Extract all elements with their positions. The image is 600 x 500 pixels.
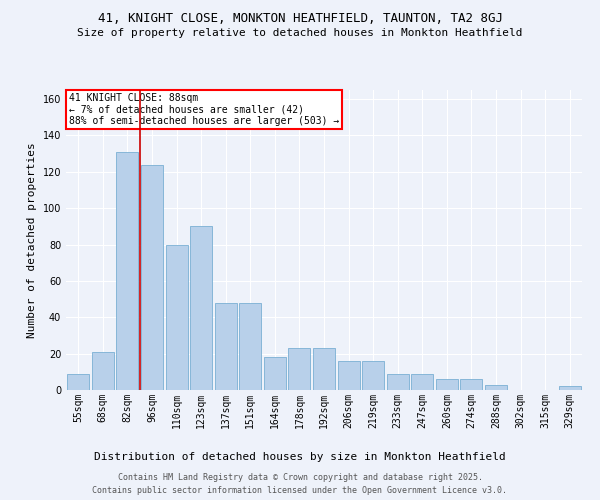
Bar bbox=[338, 361, 359, 390]
Bar bbox=[313, 348, 335, 390]
Bar bbox=[386, 374, 409, 390]
Bar bbox=[264, 358, 286, 390]
Bar bbox=[67, 374, 89, 390]
Bar bbox=[239, 302, 262, 390]
Text: Distribution of detached houses by size in Monkton Heathfield: Distribution of detached houses by size … bbox=[94, 452, 506, 462]
Bar bbox=[92, 352, 114, 390]
Y-axis label: Number of detached properties: Number of detached properties bbox=[27, 142, 37, 338]
Text: Contains HM Land Registry data © Crown copyright and database right 2025.
Contai: Contains HM Land Registry data © Crown c… bbox=[92, 474, 508, 495]
Bar bbox=[215, 302, 237, 390]
Bar bbox=[116, 152, 139, 390]
Text: 41 KNIGHT CLOSE: 88sqm
← 7% of detached houses are smaller (42)
88% of semi-deta: 41 KNIGHT CLOSE: 88sqm ← 7% of detached … bbox=[68, 93, 339, 126]
Bar bbox=[289, 348, 310, 390]
Text: 41, KNIGHT CLOSE, MONKTON HEATHFIELD, TAUNTON, TA2 8GJ: 41, KNIGHT CLOSE, MONKTON HEATHFIELD, TA… bbox=[97, 12, 503, 26]
Bar bbox=[166, 244, 188, 390]
Bar bbox=[559, 386, 581, 390]
Bar bbox=[436, 379, 458, 390]
Bar bbox=[411, 374, 433, 390]
Bar bbox=[362, 361, 384, 390]
Bar bbox=[141, 164, 163, 390]
Text: Size of property relative to detached houses in Monkton Heathfield: Size of property relative to detached ho… bbox=[77, 28, 523, 38]
Bar bbox=[485, 384, 507, 390]
Bar bbox=[460, 379, 482, 390]
Bar bbox=[190, 226, 212, 390]
